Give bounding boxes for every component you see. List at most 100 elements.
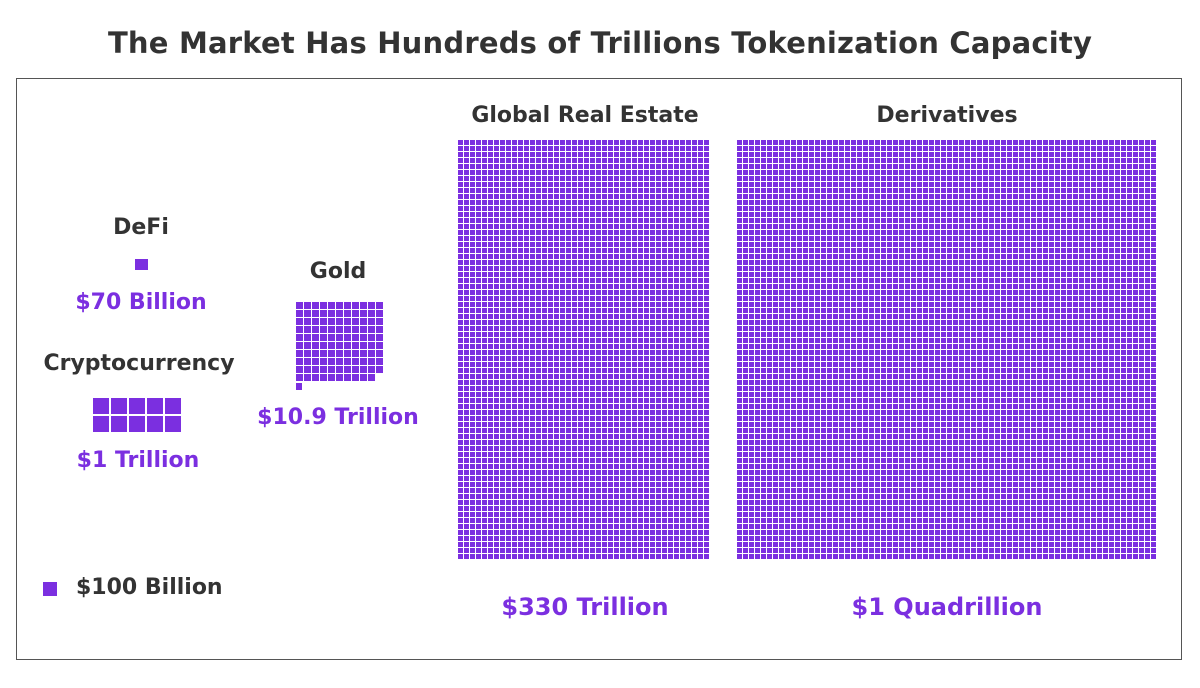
derivatives-square <box>1109 236 1114 241</box>
global-real-estate-square <box>650 518 655 523</box>
global-real-estate-square <box>524 362 529 367</box>
global-real-estate-square <box>698 338 703 343</box>
global-real-estate-square <box>650 326 655 331</box>
global-real-estate-square <box>506 176 511 181</box>
global-real-estate-square <box>578 176 583 181</box>
global-real-estate-square <box>626 434 631 439</box>
global-real-estate-square <box>578 146 583 151</box>
derivatives-square <box>803 206 808 211</box>
global-real-estate-square <box>668 248 673 253</box>
derivatives-square <box>1013 242 1018 247</box>
global-real-estate-square <box>626 308 631 313</box>
global-real-estate-square <box>530 230 535 235</box>
global-real-estate-square <box>524 194 529 199</box>
global-real-estate-square <box>608 536 613 541</box>
global-real-estate-square <box>560 404 565 409</box>
global-real-estate-square <box>470 194 475 199</box>
global-real-estate-square <box>596 410 601 415</box>
global-real-estate-square <box>662 422 667 427</box>
global-real-estate-square <box>566 314 571 319</box>
global-real-estate-square <box>554 290 559 295</box>
derivatives-square <box>773 302 778 307</box>
derivatives-square <box>809 236 814 241</box>
derivatives-square <box>791 230 796 235</box>
global-real-estate-square <box>494 398 499 403</box>
derivatives-square <box>1031 140 1036 145</box>
global-real-estate-square <box>464 332 469 337</box>
global-real-estate-square <box>560 386 565 391</box>
global-real-estate-square <box>644 200 649 205</box>
global-real-estate-square <box>578 398 583 403</box>
global-real-estate-square <box>704 518 709 523</box>
global-real-estate-square <box>674 440 679 445</box>
global-real-estate-square <box>482 518 487 523</box>
global-real-estate-square <box>488 308 493 313</box>
global-real-estate-square <box>584 428 589 433</box>
global-real-estate-square <box>590 158 595 163</box>
global-real-estate-square <box>494 272 499 277</box>
global-real-estate-square <box>470 404 475 409</box>
global-real-estate-square <box>644 362 649 367</box>
global-real-estate-square <box>464 254 469 259</box>
global-real-estate-square <box>464 362 469 367</box>
cryptocurrency-square <box>147 398 163 414</box>
global-real-estate-square <box>584 308 589 313</box>
derivatives-square <box>983 230 988 235</box>
derivatives-square <box>971 284 976 289</box>
global-real-estate-square <box>644 176 649 181</box>
global-real-estate-square <box>686 170 691 175</box>
global-real-estate-square <box>662 260 667 265</box>
global-real-estate-square <box>680 308 685 313</box>
derivatives-square <box>755 248 760 253</box>
gold-square <box>352 358 359 365</box>
global-real-estate-square <box>572 140 577 145</box>
global-real-estate-square <box>638 242 643 247</box>
global-real-estate-square <box>620 368 625 373</box>
derivatives-square <box>1139 290 1144 295</box>
global-real-estate-square <box>662 518 667 523</box>
global-real-estate-square <box>674 368 679 373</box>
derivatives-square <box>1019 266 1024 271</box>
global-real-estate-square <box>572 536 577 541</box>
global-real-estate-square <box>692 524 697 529</box>
global-real-estate-square <box>614 194 619 199</box>
global-real-estate-square <box>584 200 589 205</box>
global-real-estate-square <box>458 410 463 415</box>
derivatives-square <box>941 146 946 151</box>
global-real-estate-square <box>626 398 631 403</box>
global-real-estate-square <box>566 392 571 397</box>
global-real-estate-square <box>668 338 673 343</box>
global-real-estate-square <box>536 176 541 181</box>
derivatives-square <box>791 272 796 277</box>
global-real-estate-square <box>632 170 637 175</box>
derivatives-square <box>1019 176 1024 181</box>
global-real-estate-square <box>548 452 553 457</box>
global-real-estate-square <box>680 470 685 475</box>
global-real-estate-square <box>518 374 523 379</box>
global-real-estate-square <box>704 542 709 547</box>
derivatives-square <box>761 254 766 259</box>
global-real-estate-square <box>704 554 709 559</box>
global-real-estate-square <box>668 146 673 151</box>
global-real-estate-square <box>692 488 697 493</box>
global-real-estate-square <box>458 302 463 307</box>
global-real-estate-square <box>674 230 679 235</box>
derivatives-square <box>1145 284 1150 289</box>
derivatives-square <box>1043 248 1048 253</box>
derivatives-square <box>995 140 1000 145</box>
gold-square <box>344 350 351 357</box>
global-real-estate-square <box>680 404 685 409</box>
derivatives-square <box>755 164 760 169</box>
derivatives-square <box>881 212 886 217</box>
global-real-estate-square <box>500 302 505 307</box>
derivatives-square <box>869 164 874 169</box>
gold-square <box>312 310 319 317</box>
derivatives-square <box>809 260 814 265</box>
global-real-estate-square <box>494 344 499 349</box>
global-real-estate-square <box>596 326 601 331</box>
global-real-estate-square <box>470 524 475 529</box>
global-real-estate-square <box>608 176 613 181</box>
derivatives-square <box>881 194 886 199</box>
global-real-estate-square <box>506 344 511 349</box>
global-real-estate-square <box>680 536 685 541</box>
